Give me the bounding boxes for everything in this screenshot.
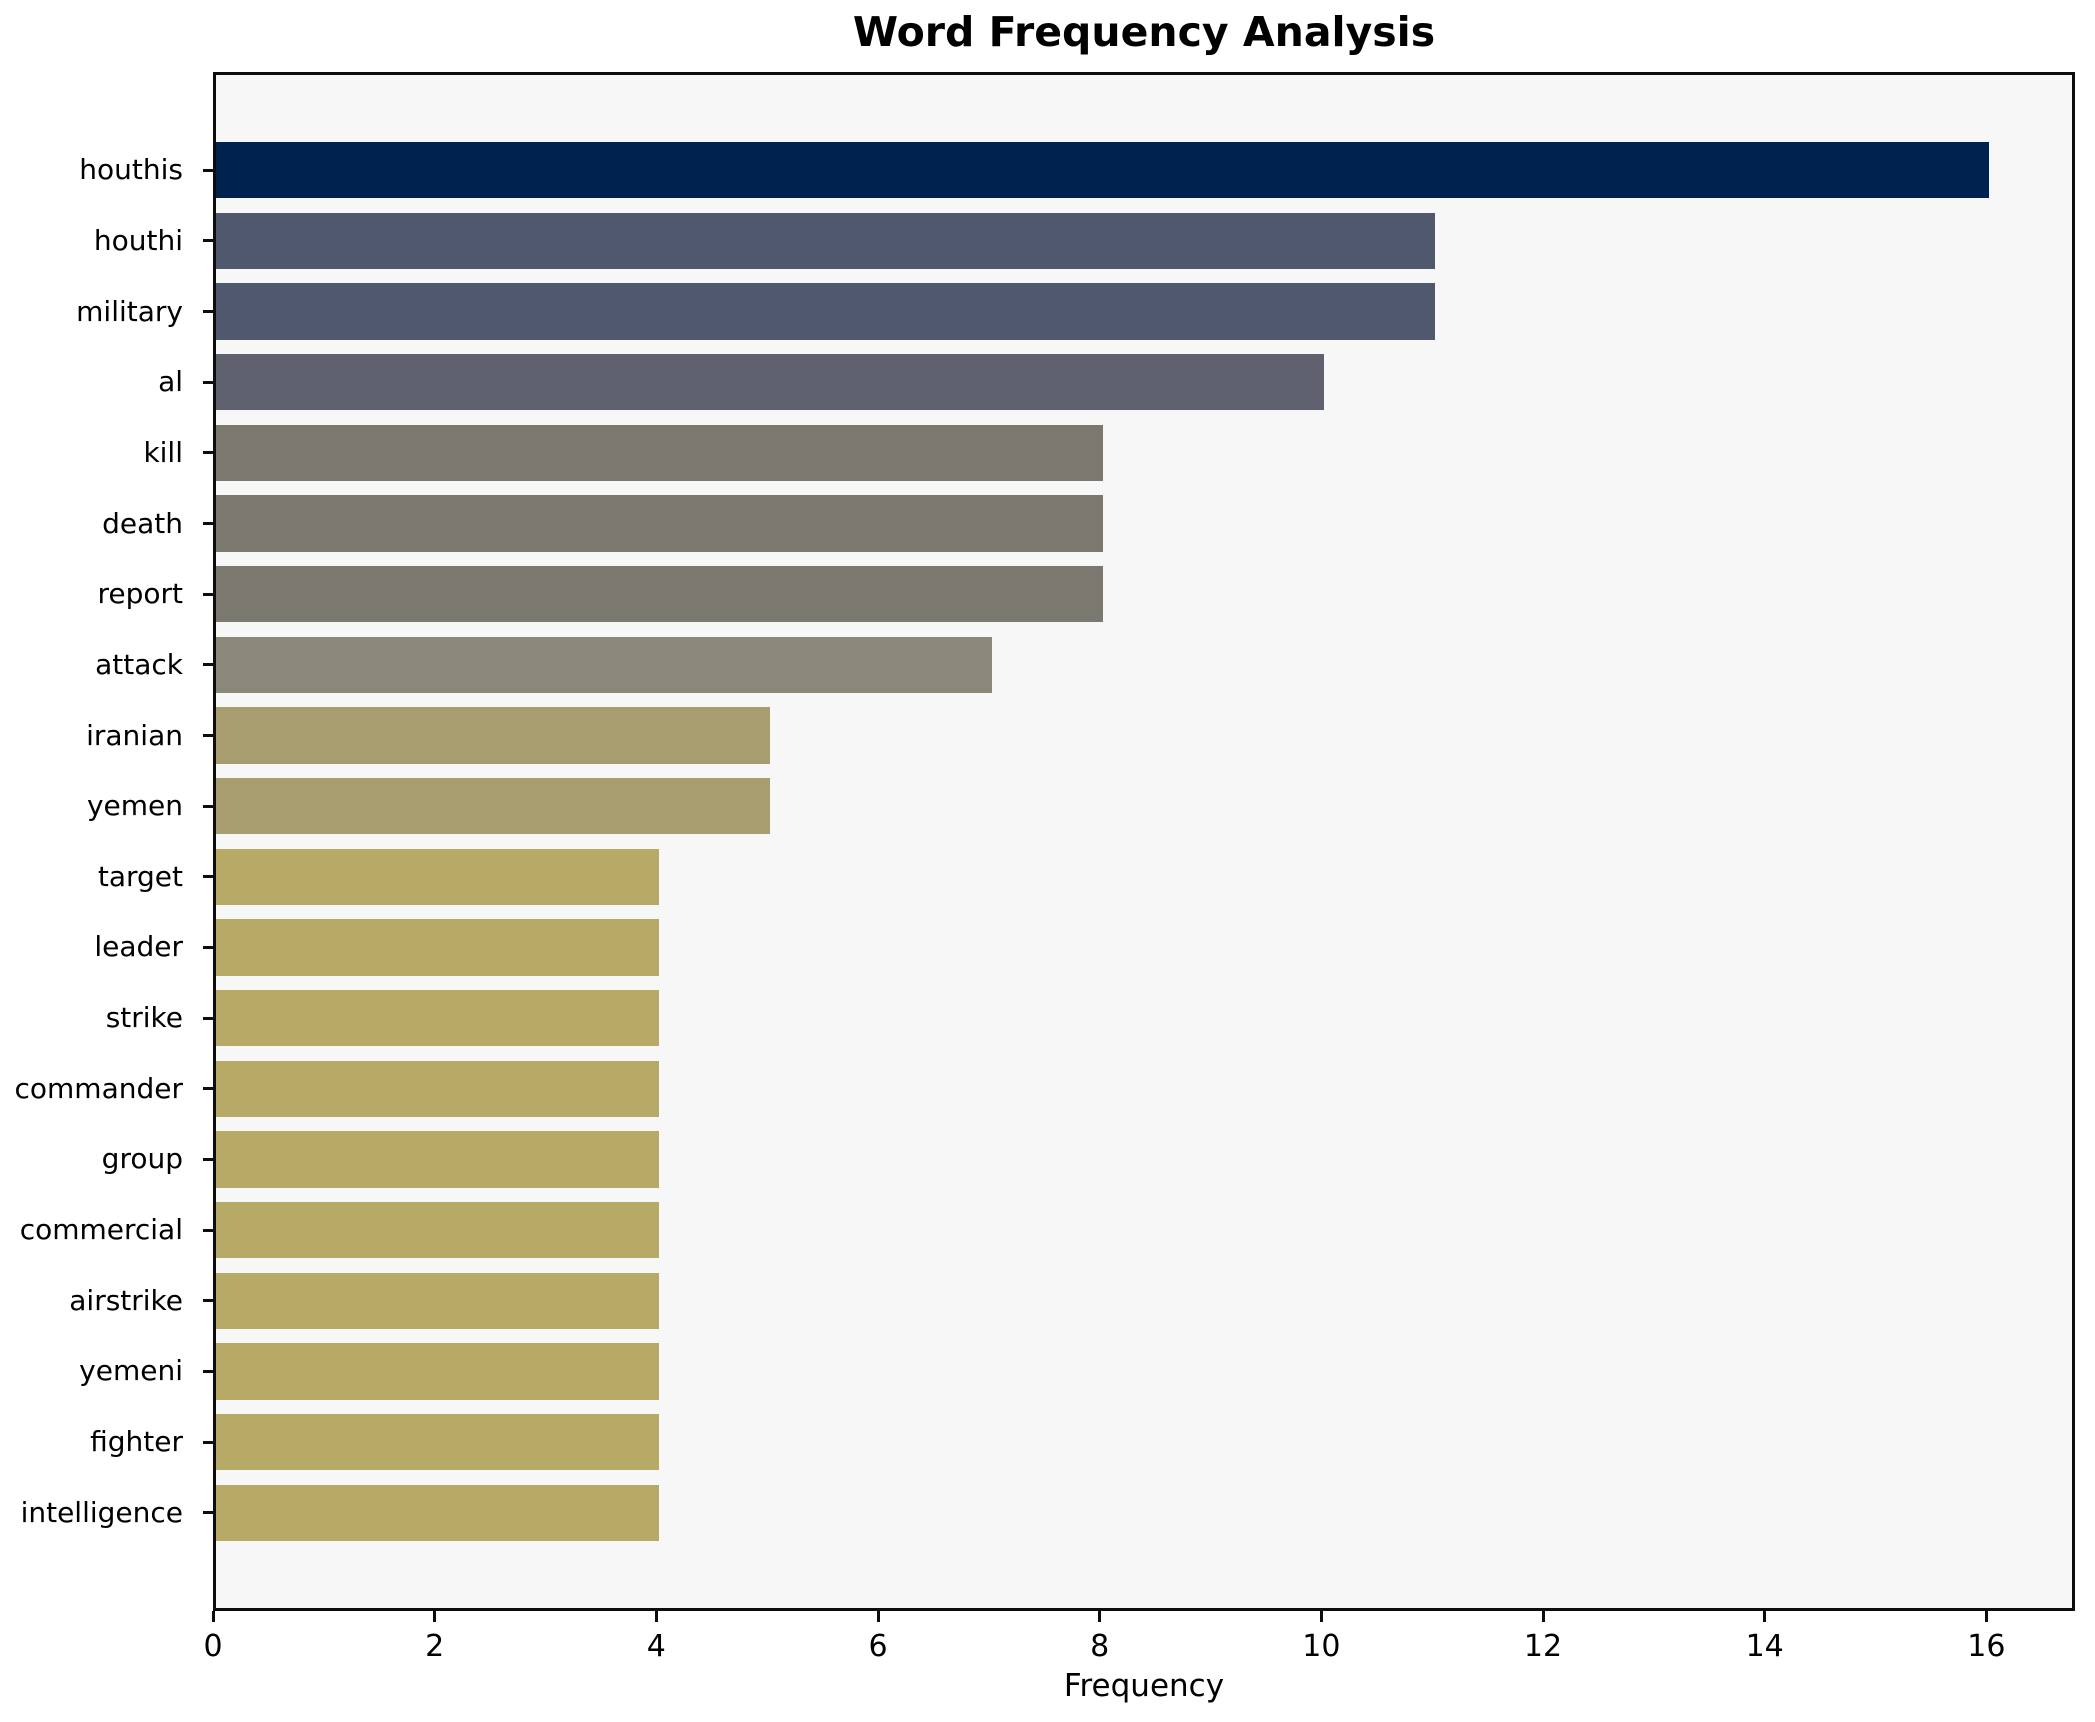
bar-leader <box>216 919 660 976</box>
x-tick-label-2: 2 <box>425 1629 445 1664</box>
y-tick-mark <box>203 804 213 808</box>
y-tick-mark <box>203 522 213 526</box>
y-tick-mark <box>203 1016 213 1020</box>
y-tick-label-kill: kill <box>143 435 183 469</box>
y-tick-label-commercial: commercial <box>19 1213 183 1247</box>
y-tick-label-death: death <box>102 506 183 540</box>
x-tick-mark <box>433 1611 437 1622</box>
x-tick-mark <box>876 1611 880 1622</box>
y-tick-mark <box>203 875 213 879</box>
y-tick-mark <box>203 239 213 243</box>
plot-area <box>213 72 2075 1611</box>
y-tick-label-group: group <box>101 1142 183 1176</box>
bar-death <box>216 495 1103 552</box>
y-tick-label-target: target <box>97 859 183 893</box>
y-tick-label-iranian: iranian <box>86 718 183 752</box>
chart-title: Word Frequency Analysis <box>852 8 1436 56</box>
bar-fighter <box>216 1413 660 1471</box>
bar-yemeni <box>216 1343 660 1400</box>
bar-houthi <box>216 212 1436 270</box>
bar-yemen <box>216 777 771 835</box>
y-tick-label-commander: commander <box>14 1071 184 1105</box>
bar-iranian <box>216 707 771 764</box>
x-tick-label-10: 10 <box>1302 1629 1341 1664</box>
y-tick-label-al: al <box>158 365 183 399</box>
y-tick-mark <box>203 1440 213 1444</box>
x-tick-mark <box>1763 1611 1767 1622</box>
x-tick-label-12: 12 <box>1523 1629 1563 1664</box>
x-tick-mark <box>1541 1611 1545 1622</box>
bar-military <box>216 283 1436 340</box>
bar-houthis <box>216 141 1990 199</box>
y-tick-mark <box>203 1511 213 1515</box>
x-tick-label-8: 8 <box>1090 1629 1110 1664</box>
bar-group <box>216 1131 660 1188</box>
y-tick-mark <box>203 380 213 384</box>
y-tick-label-houthis: houthis <box>79 153 183 187</box>
x-axis-label: Frequency <box>1063 1668 1225 1704</box>
x-tick-mark <box>1984 1611 1988 1622</box>
bar-report <box>216 565 1103 623</box>
bar-al <box>216 353 1325 411</box>
bar-target <box>216 848 660 906</box>
y-tick-label-airstrike: airstrike <box>69 1283 183 1317</box>
y-tick-mark <box>203 451 213 455</box>
x-tick-label-4: 4 <box>646 1629 666 1664</box>
y-tick-mark <box>203 1228 213 1232</box>
y-tick-mark <box>203 1299 213 1303</box>
x-tick-mark <box>1319 1611 1323 1622</box>
y-tick-mark <box>203 1369 213 1373</box>
y-tick-mark <box>203 310 213 314</box>
y-tick-label-military: military <box>76 294 183 328</box>
y-tick-mark <box>203 945 213 949</box>
bar-intelligence <box>216 1484 660 1542</box>
y-tick-mark <box>203 1087 213 1091</box>
y-tick-label-intelligence: intelligence <box>20 1495 183 1529</box>
bar-commercial <box>216 1201 660 1259</box>
bar-attack <box>216 636 992 694</box>
y-tick-label-leader: leader <box>94 930 183 964</box>
bar-commander <box>216 1060 660 1118</box>
y-tick-label-yemen: yemen <box>86 789 183 823</box>
y-tick-mark <box>203 168 213 172</box>
x-tick-label-6: 6 <box>868 1629 888 1664</box>
x-tick-label-16: 16 <box>1967 1629 2006 1664</box>
x-tick-mark <box>654 1611 658 1622</box>
y-tick-mark <box>203 592 213 596</box>
x-tick-label-0: 0 <box>203 1629 223 1664</box>
x-tick-label-14: 14 <box>1745 1629 1784 1664</box>
y-tick-mark <box>203 1157 213 1161</box>
y-tick-label-fighter: fighter <box>90 1425 183 1459</box>
y-tick-label-houthi: houthi <box>93 223 183 257</box>
y-tick-label-yemeni: yemeni <box>79 1354 183 1388</box>
x-tick-mark <box>211 1611 215 1622</box>
y-tick-mark <box>203 663 213 667</box>
y-tick-label-report: report <box>97 577 183 611</box>
x-tick-mark <box>1098 1611 1102 1622</box>
y-tick-label-attack: attack <box>95 647 183 681</box>
bar-airstrike <box>216 1272 660 1330</box>
bar-kill <box>216 424 1103 482</box>
y-tick-label-strike: strike <box>105 1001 183 1035</box>
y-tick-mark <box>203 734 213 737</box>
bar-strike <box>216 989 660 1047</box>
